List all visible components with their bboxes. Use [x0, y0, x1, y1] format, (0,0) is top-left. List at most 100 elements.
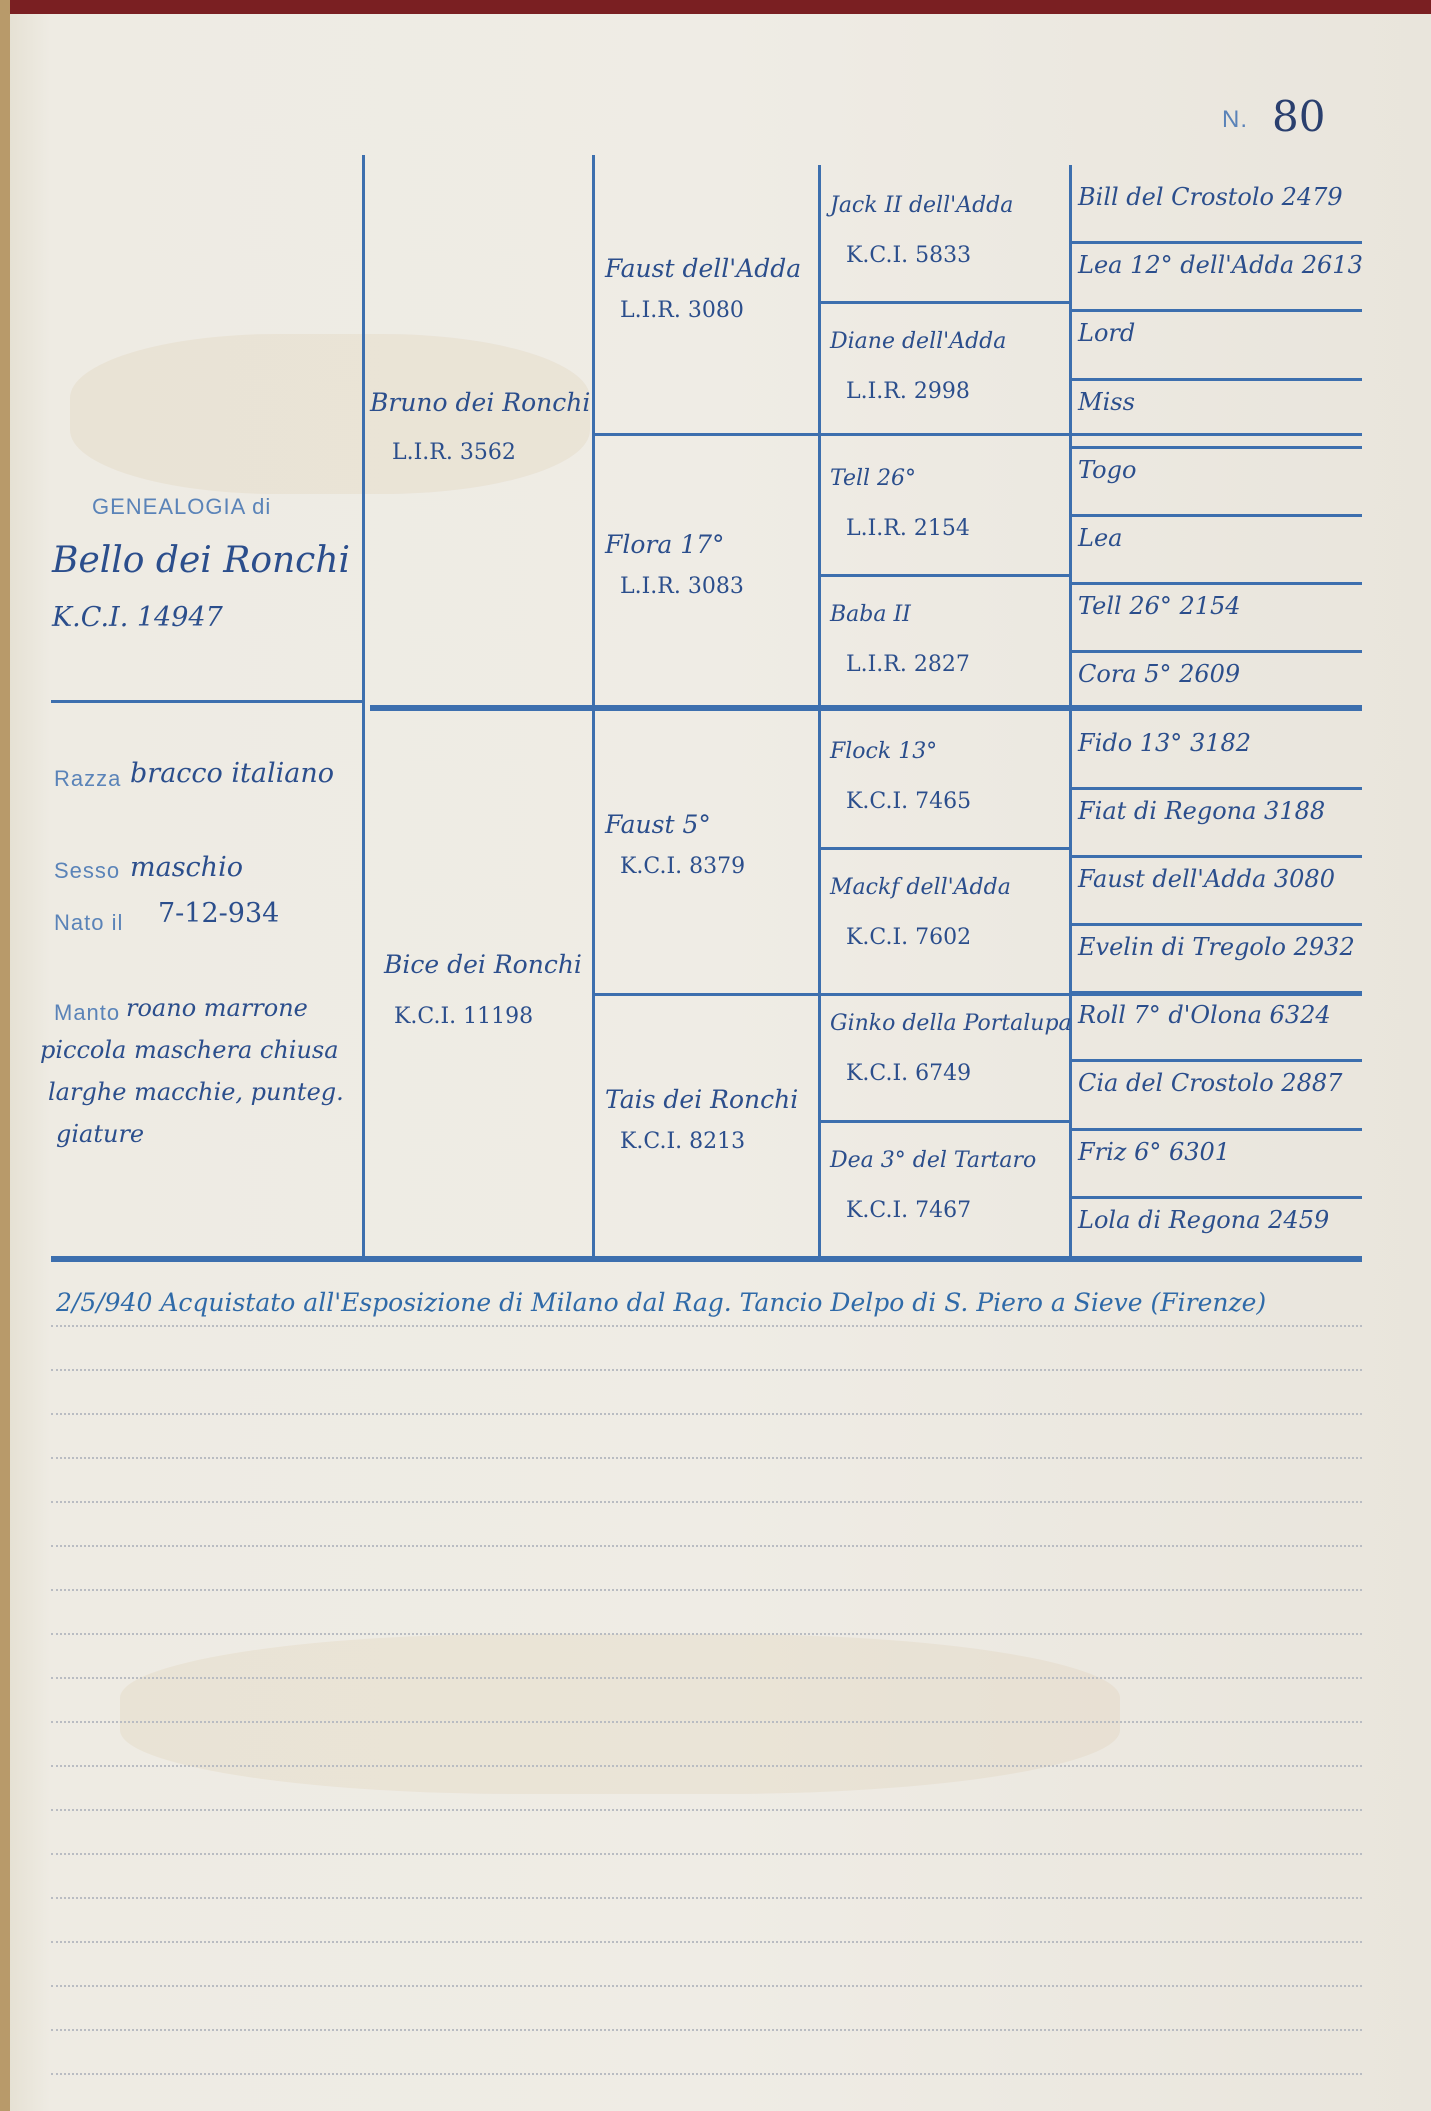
ruled-line — [51, 1325, 1362, 1327]
document-page — [10, 14, 1431, 2111]
subject-registry: K.C.I. 14947 — [52, 602, 223, 633]
grandparent-registry: K.C.I. 8213 — [620, 1128, 746, 1154]
subject-name: Bello dei Ronchi — [52, 540, 351, 581]
great-great-grandparent: Roll 7° d'Olona 6324 — [1078, 1001, 1331, 1030]
row-divider — [1072, 1059, 1362, 1063]
row-divider — [820, 574, 1070, 578]
grandparent-registry: L.I.R. 3080 — [620, 298, 744, 323]
row-divider — [820, 301, 1070, 305]
ruled-line — [51, 1501, 1362, 1503]
row-divider — [1072, 1195, 1362, 1199]
note-line: 2/5/940 Acquistato all'Esposizione di Mi… — [56, 1288, 1267, 1317]
row-divider — [820, 846, 1070, 850]
great-great-grandparent: Fiat di Regona 3188 — [1078, 796, 1326, 825]
great-great-grandparent: Faust dell'Adda 3080 — [1078, 864, 1335, 893]
great-great-grandparent: Miss — [1078, 387, 1135, 416]
grandparent-registry: L.I.R. 3083 — [620, 574, 744, 599]
ruled-line — [51, 1985, 1362, 1987]
ruled-line — [51, 1897, 1362, 1899]
sex-value: maschio — [130, 852, 243, 883]
born-label: Nato il — [54, 910, 124, 935]
ruled-line — [51, 1457, 1362, 1459]
great-great-grandparent: Bill del Crostolo 2479 — [1078, 183, 1343, 211]
coat-line: giature — [56, 1120, 145, 1148]
great-grandparent-registry: K.C.I. 7467 — [846, 1197, 972, 1223]
row-divider — [1072, 854, 1362, 858]
coat-line: larghe macchie, punteg. — [48, 1078, 344, 1106]
row-divider — [1072, 513, 1362, 517]
grandparent-registry: K.C.I. 8379 — [620, 854, 746, 879]
great-great-grandparent: Tell 26° 2154 — [1078, 592, 1241, 621]
grandparent-name: Faust 5° — [605, 810, 711, 839]
great-grandparent-name: Baba II — [830, 602, 911, 628]
great-great-grandparent: Evelin di Tregolo 2932 — [1078, 933, 1355, 962]
ruled-line — [51, 1677, 1362, 1679]
row-divider — [594, 993, 1362, 996]
great-grandparent-name: Flock 13° — [830, 738, 938, 764]
great-grandparent-name: Ginko della Portalupa — [830, 1011, 1072, 1037]
great-grandparent-registry: K.C.I. 6749 — [846, 1061, 972, 1087]
great-grandparent-registry: L.I.R. 2827 — [846, 652, 970, 678]
grandparent-name: Faust dell'Adda — [605, 254, 802, 283]
row-divider — [1072, 309, 1362, 313]
column-divider — [1069, 165, 1072, 1260]
row-divider — [1072, 241, 1362, 245]
great-great-grandparent: Cia del Crostolo 2887 — [1078, 1069, 1343, 1098]
coat-label: Manto — [54, 1000, 121, 1025]
great-great-grandparent: Lola di Regona 2459 — [1078, 1205, 1330, 1234]
coat-line: roano marrone — [126, 994, 308, 1022]
row-divider — [820, 1119, 1070, 1123]
ruled-line — [51, 1369, 1362, 1371]
coat-line: piccola maschera chiusa — [40, 1036, 339, 1064]
great-grandparent-name: Diane dell'Adda — [830, 329, 1007, 355]
great-great-grandparent: Togo — [1078, 455, 1137, 484]
row-divider — [1072, 991, 1362, 995]
great-grandparent-registry: L.I.R. 2154 — [846, 515, 970, 541]
great-grandparent-name: Dea 3° del Tartaro — [830, 1147, 1037, 1173]
great-great-grandparent: Cora 5° 2609 — [1078, 660, 1241, 689]
column-divider — [362, 155, 365, 1260]
ruled-line — [51, 1545, 1362, 1547]
row-divider — [51, 1256, 1362, 1262]
page-number-label: N. — [1222, 106, 1248, 133]
sire-registry: L.I.R. 3562 — [392, 440, 516, 465]
great-grandparent-name: Mackf dell'Adda — [830, 874, 1011, 900]
great-great-grandparent: Lord — [1078, 319, 1136, 348]
row-divider — [370, 705, 1362, 711]
great-great-grandparent: Friz 6° 6301 — [1078, 1137, 1231, 1166]
stain — [70, 334, 590, 494]
row-divider — [1072, 923, 1362, 927]
grandparent-name: Tais dei Ronchi — [605, 1084, 799, 1114]
row-divider — [1072, 582, 1362, 586]
column-divider — [818, 165, 821, 1260]
page-number: 80 — [1272, 92, 1326, 141]
great-grandparent-registry: K.C.I. 5833 — [846, 243, 972, 268]
ruled-line — [51, 1765, 1362, 1767]
sire-name: Bruno dei Ronchi — [370, 388, 591, 417]
dam-name: Bice dei Ronchi — [384, 950, 582, 979]
ruled-line — [51, 1721, 1362, 1723]
ruled-line — [51, 1809, 1362, 1811]
breed-value: bracco italiano — [130, 758, 334, 789]
genealogy-heading: GENEALOGIA di — [92, 494, 272, 519]
ruled-line — [51, 1941, 1362, 1943]
ruled-line — [51, 1633, 1362, 1635]
great-great-grandparent: Lea 12° dell'Adda 2613 — [1078, 251, 1363, 280]
great-great-grandparent: Lea — [1078, 523, 1123, 552]
ruled-line — [51, 1413, 1362, 1415]
dam-registry: K.C.I. 11198 — [394, 1004, 534, 1029]
row-divider — [1072, 786, 1362, 790]
breed-label: Razza — [54, 766, 122, 791]
row-divider — [1072, 377, 1362, 381]
ruled-line — [51, 2029, 1362, 2031]
row-divider — [1072, 1127, 1362, 1131]
great-grandparent-registry: L.I.R. 2998 — [846, 379, 970, 405]
great-grandparent-registry: K.C.I. 7465 — [846, 788, 972, 814]
stain — [120, 1634, 1120, 1794]
book-edge — [0, 0, 10, 2111]
row-divider — [594, 433, 1362, 436]
row-divider — [51, 700, 363, 703]
ruled-line — [51, 2073, 1362, 2075]
ruled-line — [51, 1853, 1362, 1855]
great-grandparent-name: Jack II dell'Adda — [830, 193, 1014, 218]
